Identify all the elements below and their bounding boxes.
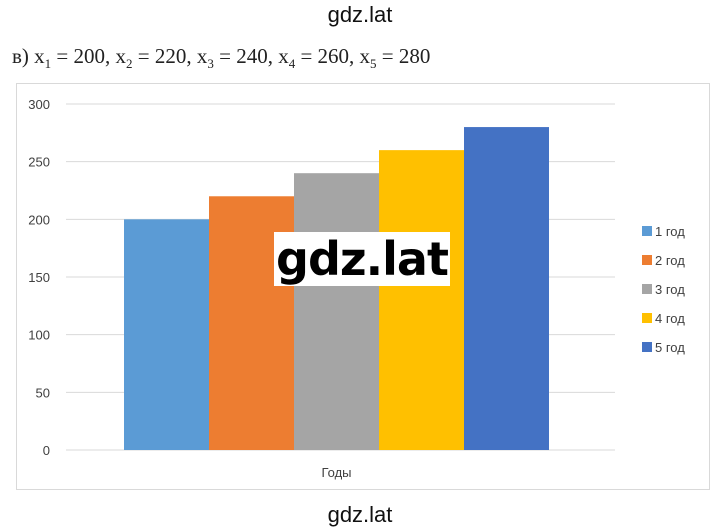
- caption-subscript: 3: [207, 56, 214, 72]
- caption-var: x: [278, 44, 289, 68]
- legend-swatch: [642, 226, 652, 236]
- caption-subscript: 4: [288, 56, 296, 72]
- bar-1: [124, 219, 209, 450]
- y-tick-label: 150: [28, 270, 50, 285]
- y-tick-label: 200: [28, 212, 50, 227]
- legend-label: 1 год: [655, 224, 685, 239]
- legend-swatch: [642, 342, 652, 352]
- legend-swatch: [642, 313, 652, 323]
- y-tick-label: 300: [28, 97, 50, 112]
- caption-separator: ,: [186, 44, 197, 68]
- caption-var: x: [359, 44, 371, 68]
- watermark-center: gdz.lat: [274, 232, 450, 286]
- chart-frame: [16, 83, 710, 490]
- legend-swatch: [642, 284, 652, 294]
- y-tick-label: 250: [28, 155, 50, 170]
- x-axis-label: Годы: [321, 465, 351, 480]
- caption-value: = 200: [51, 44, 106, 68]
- watermark-bottom: gdz.lat: [327, 502, 393, 527]
- caption-separator: ,: [267, 44, 279, 68]
- y-tick-label: 50: [36, 385, 50, 400]
- legend-label: 2 год: [655, 253, 685, 268]
- caption-value: = 260: [295, 44, 350, 68]
- y-tick-label: 0: [43, 443, 50, 458]
- bar-4: [379, 150, 464, 450]
- bar-3: [294, 173, 379, 450]
- caption-var: x: [34, 44, 45, 68]
- legend-label: 5 год: [655, 340, 685, 355]
- caption-value: = 280: [376, 44, 431, 68]
- caption-value: = 240: [213, 44, 268, 68]
- caption-values: x1 = 200, x2 = 220, x3 = 240, x4 = 260, …: [34, 44, 431, 72]
- legend-label: 3 год: [655, 282, 685, 297]
- caption-subscript: 1: [44, 56, 52, 72]
- caption-value: = 220: [132, 44, 187, 68]
- bar-5: [464, 127, 549, 451]
- legend-label: 4 год: [655, 311, 685, 326]
- caption-prefix: в): [12, 44, 35, 68]
- caption: в) x1 = 200, x2 = 220, x3 = 240, x4 = 26…: [12, 44, 430, 72]
- y-tick-label: 100: [28, 328, 50, 343]
- caption-subscript: 2: [126, 56, 133, 72]
- caption-var: x: [196, 44, 208, 68]
- legend-swatch: [642, 255, 652, 265]
- watermark-top: gdz.lat: [327, 2, 393, 27]
- caption-subscript: 5: [370, 56, 377, 72]
- caption-separator: ,: [105, 44, 116, 68]
- caption-var: x: [115, 44, 127, 68]
- caption-separator: ,: [349, 44, 360, 68]
